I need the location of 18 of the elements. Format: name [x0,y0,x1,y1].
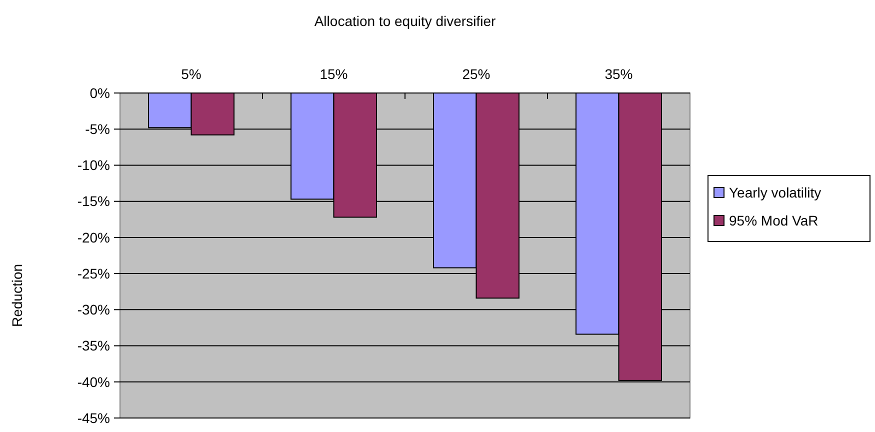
y-tick-label: -10% [77,157,110,174]
legend-label: Yearly volatility [729,184,822,200]
x-tick-label: 15% [320,66,348,82]
y-tick-label: -30% [77,302,110,318]
x-tick-label: 35% [604,66,633,82]
y-tick-label: -25% [77,265,110,282]
x-tick-label: 5% [181,66,202,82]
y-tick-label: -45% [77,410,110,426]
y-tick-label: -35% [77,338,110,354]
y-tick-label: 0% [90,84,110,101]
y-tick-label: -15% [77,193,110,210]
y-tick-label: -40% [77,374,110,390]
legend-label: 95% Mod VaR [729,212,818,228]
y-tick-label: -20% [77,229,110,246]
y-tick-label: -5% [85,121,110,138]
x-tick-label: 25% [462,66,490,82]
chart-title: Allocation to equity diversifier [314,13,496,29]
y-axis-title: Reduction [9,264,25,328]
